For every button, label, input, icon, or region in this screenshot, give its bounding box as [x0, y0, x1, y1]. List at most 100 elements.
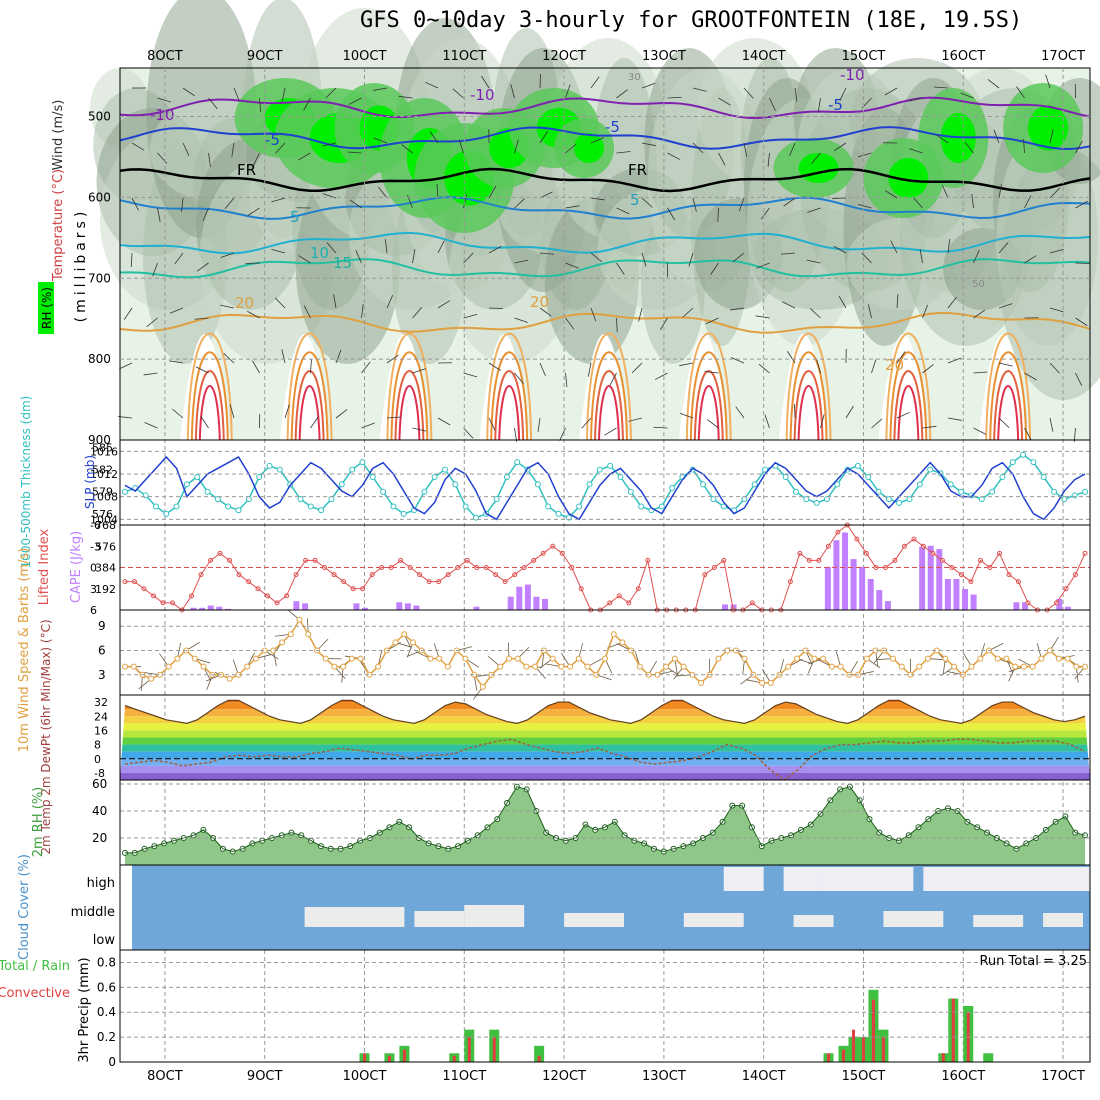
- wind-barb: [384, 239, 388, 254]
- cape-bar: [353, 603, 360, 610]
- time-tick-label-bottom: 9OCT: [247, 1069, 283, 1084]
- wind-barb: [998, 417, 1010, 429]
- wind-barb: [1049, 187, 1061, 199]
- thickness-line-point: [617, 473, 624, 480]
- thickness-line-point: [803, 496, 810, 503]
- time-tick-label-top: 10OCT: [343, 49, 387, 64]
- wind-barb: [857, 152, 872, 158]
- page-title: GFS 0~10day 3-hourly for GROOTFONTEIN (1…: [360, 8, 1023, 33]
- mid-cloud-block: [564, 913, 624, 927]
- wind-speed-line-point: [305, 631, 312, 638]
- temp-tick-label: 0: [94, 753, 101, 766]
- wind-barb: [1016, 86, 1025, 99]
- thickness-line-point: [328, 496, 335, 503]
- wind-barb: [820, 414, 825, 429]
- temperature-contour: [286, 332, 333, 441]
- thickness-line-point: [927, 466, 934, 473]
- wind-barb: [998, 184, 1002, 199]
- wind-barb: [973, 250, 980, 264]
- thickness-line-point: [349, 466, 356, 473]
- wind-barb: [144, 422, 158, 429]
- cape-bar: [207, 605, 214, 610]
- wind-barb: [1024, 195, 1032, 209]
- wind-barb: [908, 97, 923, 102]
- wind-tick-label: 6: [98, 643, 106, 657]
- wind-barb: [412, 307, 422, 319]
- run-total-label: Run Total = 3.25: [979, 954, 1087, 969]
- thickness-line-point: [999, 473, 1006, 480]
- thickness-line-point: [751, 481, 758, 488]
- wind-barb: [616, 151, 631, 154]
- wind-barb: [169, 307, 184, 314]
- cape-bar: [224, 608, 231, 610]
- thickness-line-point: [792, 488, 799, 495]
- wind-barb: [987, 79, 1000, 89]
- wind-speed-line-point: [1064, 655, 1071, 662]
- precip-axis-label: 3hr Precip (mm): [77, 957, 92, 1062]
- thickness-line-point: [813, 499, 820, 506]
- wind-barb: [463, 427, 474, 439]
- wind-barb: [1024, 255, 1037, 264]
- temp-band: [120, 700, 1090, 703]
- thickness-line-point: [978, 496, 985, 503]
- precip-convective-bar: [842, 1049, 846, 1062]
- mid-cloud-block: [304, 907, 405, 927]
- cape-bar: [970, 594, 977, 610]
- lifted-index-line: [124, 524, 1086, 611]
- wind-barb: [565, 372, 568, 387]
- thickness-axis-label: 1000-500mb Thickness (dm): [19, 396, 33, 569]
- wind-barb: [130, 252, 133, 268]
- wind-speed-line-point: [348, 655, 355, 662]
- thickness-line-point: [441, 466, 448, 473]
- wind-barb: [871, 359, 877, 374]
- temp-tick-label: 32: [94, 696, 108, 709]
- wind-barb: [717, 207, 719, 223]
- wind-barb: [539, 131, 548, 144]
- wind-speed-line-point: [837, 663, 844, 670]
- wind-speed-line-point: [226, 675, 233, 682]
- wind-barb: [1049, 129, 1054, 144]
- wind-barb: [274, 297, 286, 309]
- wind-barb: [565, 84, 571, 99]
- cape-bar: [927, 545, 934, 610]
- cape-bar: [944, 579, 951, 610]
- wind-barb: [922, 304, 928, 319]
- wind-speed-line-point: [279, 639, 286, 646]
- thickness-line-point: [214, 496, 221, 503]
- wind-barb: [1075, 372, 1082, 386]
- wind-barb: [412, 427, 427, 432]
- precip-total-bar: [534, 1045, 545, 1062]
- cape-bar: [404, 603, 411, 610]
- cape-bar: [1064, 606, 1071, 610]
- thickness-tick-label: 579: [92, 486, 113, 499]
- time-tick-label-bottom: 16OCT: [941, 1069, 985, 1084]
- wind-speed-line-point: [558, 663, 565, 670]
- wind-speed-line-point: [715, 655, 722, 662]
- cape-bar: [524, 584, 531, 610]
- cape-bar: [953, 579, 960, 610]
- cape-tick-label: 384: [95, 562, 116, 575]
- isotherm-line: [119, 258, 1091, 279]
- precip-convective-bar: [362, 1053, 366, 1062]
- cape-bar: [413, 605, 420, 610]
- rh-area-shade: [124, 786, 1086, 865]
- wind-axis-label-10m: 10m Wind Speed & Barbs (m/s): [17, 548, 32, 753]
- wind-barb: [973, 371, 988, 374]
- rh-tick-label: 60: [92, 777, 107, 791]
- time-tick-label-bottom: 10OCT: [343, 1069, 387, 1084]
- lifted-tick-label: 0: [90, 562, 97, 575]
- slp-tick-label: 1008: [90, 491, 118, 504]
- mid-cloud-block: [1043, 913, 1084, 927]
- wind-speed-line-point: [636, 663, 643, 670]
- time-tick-label-top: 11OCT: [442, 49, 486, 64]
- temperature-contour: [494, 370, 525, 441]
- wind-barb: [565, 262, 579, 269]
- wind-speed-line-point: [602, 655, 608, 662]
- wind-barb: [271, 197, 286, 203]
- cape-bar: [507, 596, 514, 610]
- wind-speed-line-point: [968, 663, 975, 670]
- wind-barb: [794, 87, 798, 102]
- cape-bar: [936, 549, 943, 610]
- wind-barb: [641, 252, 647, 267]
- wind-barb: [807, 207, 821, 213]
